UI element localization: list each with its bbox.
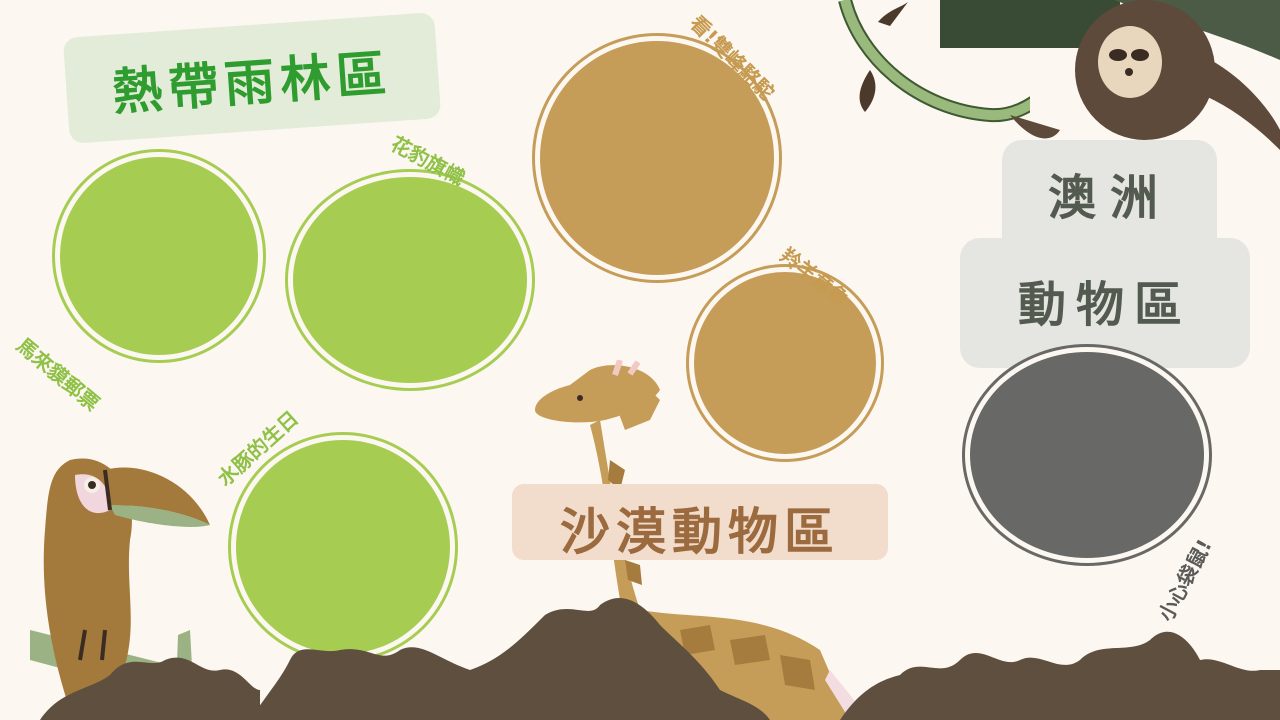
- tapir-stamp-label: 馬來貘郵票: [12, 333, 105, 416]
- sloth-illustration: [940, 0, 1280, 150]
- rainforest-zone-title: 熱帶雨林區: [62, 12, 442, 144]
- australia-title-line2: 動物區: [1017, 277, 1192, 333]
- leopard-flag-photo-frame: [293, 177, 527, 383]
- desert-zone-title-text: 沙漠動物區: [560, 503, 840, 561]
- australia-zone-title: 澳洲 動物區: [960, 140, 1250, 368]
- australia-title-bg-bottom: [960, 238, 1250, 368]
- antelope-photo-frame: [694, 272, 876, 454]
- australia-title-line1: 澳洲: [1047, 170, 1172, 226]
- camel-photo-frame: [540, 41, 774, 275]
- rainforest-zone-title-text: 熱帶雨林區: [110, 44, 395, 122]
- dirt-ground: [40, 597, 1280, 720]
- desert-zone-title: 沙漠動物區: [512, 484, 888, 561]
- vine-decoration: [838, 0, 1030, 123]
- dolphin-birthday-photo-frame: [236, 440, 450, 654]
- tapir-stamp-photo-frame: [60, 157, 258, 355]
- kangaroo-photo-frame: [970, 352, 1204, 558]
